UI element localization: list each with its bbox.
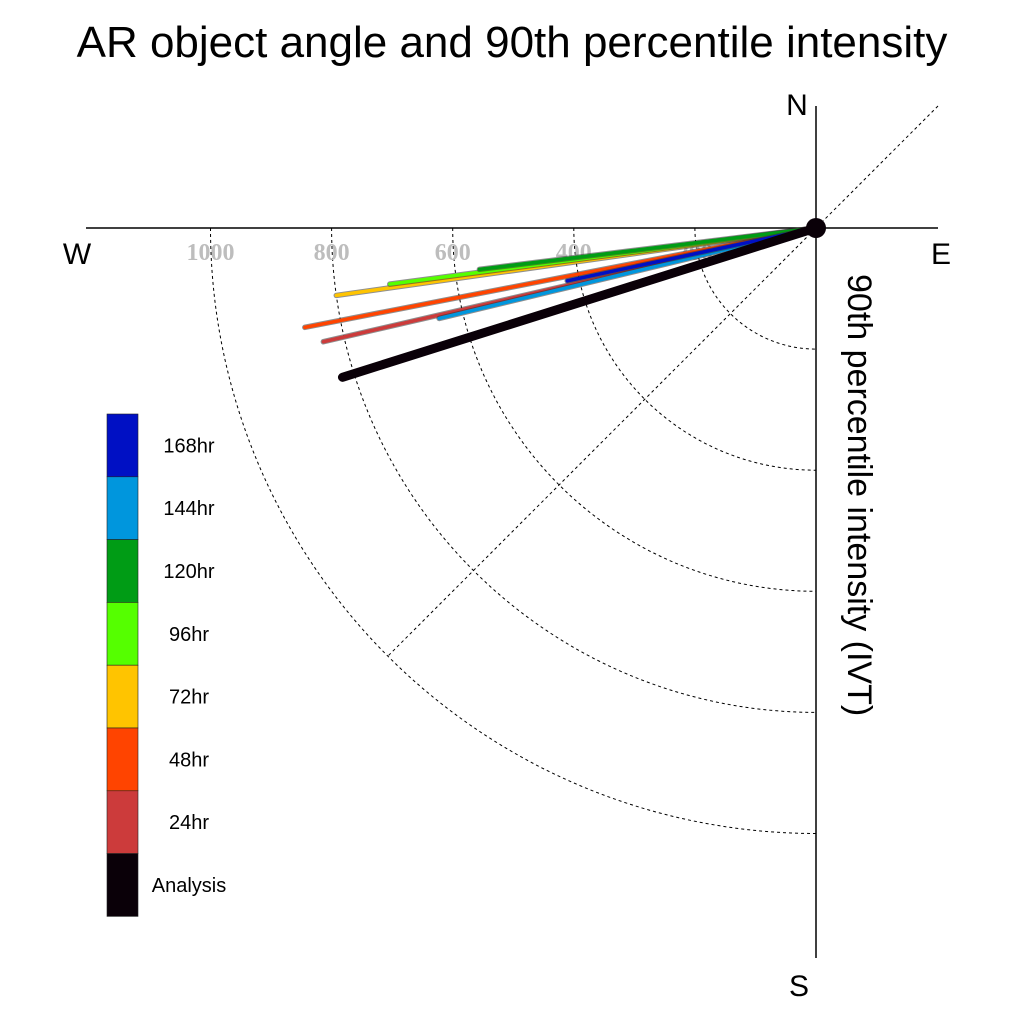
origin-dot	[806, 218, 826, 238]
legend-swatch-144hr	[106, 476, 139, 540]
compass-north-label: N	[786, 89, 808, 122]
y-axis-label: 90th percentile intensity (IVT)	[840, 274, 878, 716]
polar-grid	[210, 105, 939, 834]
chart-title: AR object angle and 90th percentile inte…	[77, 18, 948, 67]
compass-south-label: S	[789, 970, 809, 1003]
legend-label-120hr: 120hr	[163, 561, 214, 583]
legend-label-168hr: 168hr	[163, 435, 214, 457]
legend-swatch-24hr	[106, 790, 139, 854]
compass-east-label: E	[931, 238, 951, 271]
radial-tick-label: 800	[314, 240, 350, 266]
grid-arc	[210, 227, 817, 834]
legend: 168hr 144hr 120hr 96hr 72hr 48hr 24hr Analysis	[106, 413, 226, 917]
legend-label-Analysis: Analysis	[152, 875, 226, 897]
vector-Analysis	[337, 223, 821, 382]
vector-120hr	[477, 226, 818, 272]
forecast-vectors	[302, 223, 821, 382]
legend-swatch-168hr	[106, 413, 139, 478]
legend-swatch-72hr	[106, 664, 139, 729]
legend-swatch-48hr	[106, 727, 139, 792]
legend-label-144hr: 144hr	[163, 498, 214, 520]
radial-tick-label: 600	[435, 240, 471, 266]
legend-swatch-Analysis	[106, 853, 139, 917]
legend-swatch-96hr	[106, 602, 139, 666]
legend-label-24hr: 24hr	[169, 812, 209, 834]
radial-tick-label: 1000	[187, 240, 235, 266]
legend-label-48hr: 48hr	[169, 749, 209, 771]
compass-west-label: W	[63, 238, 92, 271]
grid-diagonal	[387, 105, 939, 657]
legend-label-72hr: 72hr	[169, 687, 209, 709]
legend-label-96hr: 96hr	[169, 624, 209, 646]
legend-swatch-120hr	[106, 539, 139, 603]
